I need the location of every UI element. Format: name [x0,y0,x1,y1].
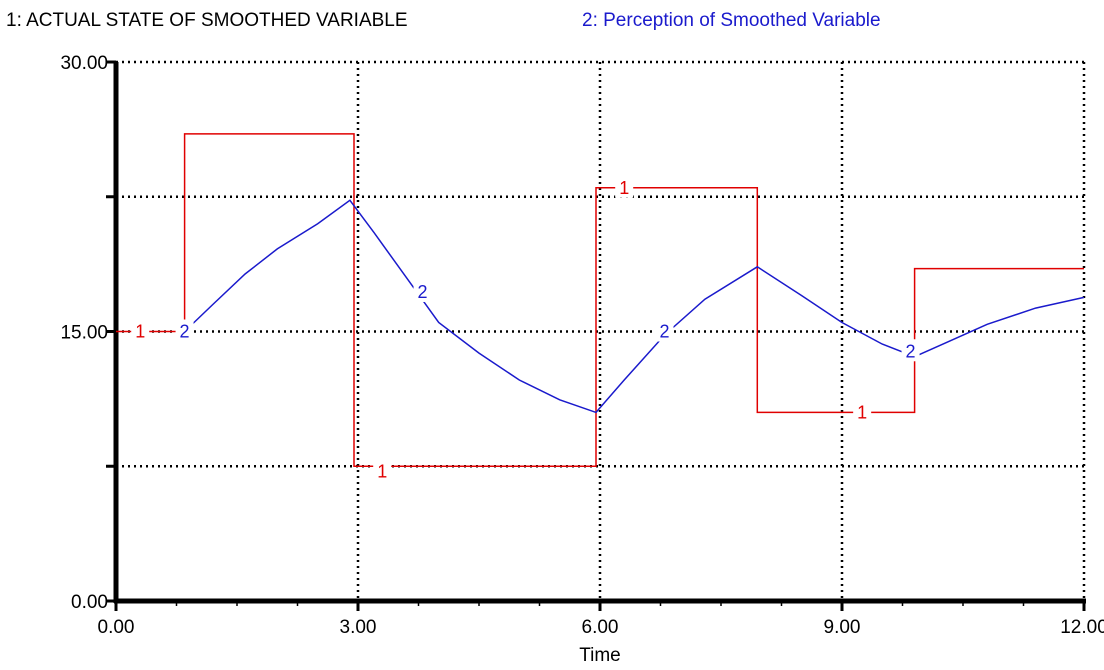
series-2-marker-bg [655,319,674,342]
series-2-marker-bg [901,339,920,362]
x-tick-label: 12.00 [1060,617,1104,638]
series-layer: 1 1 1 1 2 2 2 2 [116,133,1085,482]
x-tick-label: 6.00 [582,617,619,638]
series-2-marker-bg [175,319,194,342]
series-1-marker-bg [853,400,872,423]
series-1-marker-bg [615,175,634,198]
tick-labels: 0.00 3.00 6.00 9.00 12.00 0.00 15.00 30.00 [60,53,1104,638]
series-2-marker-bg [413,279,432,302]
series-1-marker-bg [373,459,392,482]
series-1-marker: 1 [135,322,145,342]
legend-series-1: 1: ACTUAL STATE OF SMOOTHED VARIABLE [6,10,408,31]
y-tick-label: 15.00 [60,323,108,344]
y-tick-label: 30.00 [60,53,108,74]
series-2-line [184,199,1085,414]
x-axis-label: Time [579,645,621,666]
series-1-line [116,133,1084,468]
y-tick-label: 0.00 [71,592,108,613]
x-tick-label: 3.00 [340,617,377,638]
series-1-marker: 1 [857,402,867,422]
series-2-marker: 2 [660,322,670,342]
axes [106,60,1086,611]
series-2-marker: 2 [180,322,190,342]
series-1-marker-bg [131,319,150,342]
x-tick-label: 0.00 [98,617,135,638]
x-tick-label: 9.00 [824,617,861,638]
series-1-marker: 1 [619,178,629,198]
legend-series-2: 2: Perception of Smoothed Variable [582,10,881,31]
grid-lines [116,60,1086,601]
series-1-marker: 1 [377,462,387,482]
series-2-marker: 2 [906,341,916,361]
series-2-marker: 2 [418,282,428,302]
